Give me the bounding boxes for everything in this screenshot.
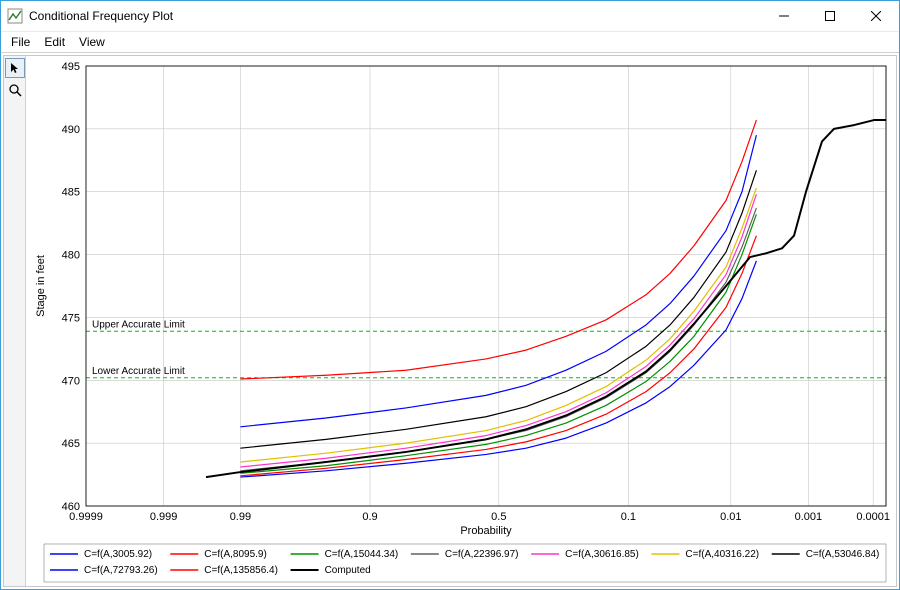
svg-text:465: 465 — [62, 438, 80, 450]
svg-text:480: 480 — [62, 250, 80, 262]
pointer-tool[interactable] — [5, 58, 25, 78]
svg-text:C=f(A,53046.84): C=f(A,53046.84) — [806, 549, 880, 560]
window-title: Conditional Frequency Plot — [29, 9, 761, 23]
maximize-button[interactable] — [807, 1, 853, 31]
close-button[interactable] — [853, 1, 899, 31]
svg-text:C=f(A,3005.92): C=f(A,3005.92) — [84, 549, 152, 560]
svg-text:0.999: 0.999 — [150, 511, 178, 523]
app-window: Conditional Frequency Plot File Edit Vie… — [0, 0, 900, 590]
window-buttons — [761, 1, 899, 31]
tool-strip — [4, 56, 26, 586]
svg-text:490: 490 — [62, 124, 80, 136]
svg-text:470: 470 — [62, 375, 80, 387]
content-area: 4604654704754804854904950.99990.9990.990… — [3, 55, 897, 587]
svg-text:Probability: Probability — [460, 525, 512, 537]
svg-text:C=f(A,15044.34): C=f(A,15044.34) — [325, 549, 399, 560]
svg-text:0.9999: 0.9999 — [69, 511, 103, 523]
zoom-tool[interactable] — [5, 80, 25, 100]
minimize-button[interactable] — [761, 1, 807, 31]
menu-edit[interactable]: Edit — [38, 33, 71, 51]
svg-text:Lower Accurate Limit: Lower Accurate Limit — [92, 366, 185, 377]
menubar: File Edit View — [1, 32, 899, 53]
svg-text:0.1: 0.1 — [621, 511, 636, 523]
menu-view[interactable]: View — [73, 33, 111, 51]
app-icon — [7, 8, 23, 24]
titlebar: Conditional Frequency Plot — [1, 1, 899, 32]
svg-text:C=f(A,135856.4): C=f(A,135856.4) — [204, 565, 278, 576]
svg-text:475: 475 — [62, 312, 80, 324]
svg-text:C=f(A,30616.85): C=f(A,30616.85) — [565, 549, 639, 560]
svg-text:495: 495 — [62, 61, 80, 73]
svg-text:0.5: 0.5 — [491, 511, 506, 523]
svg-text:485: 485 — [62, 187, 80, 199]
svg-text:0.99: 0.99 — [230, 511, 251, 523]
svg-text:C=f(A,8095.9): C=f(A,8095.9) — [204, 549, 267, 560]
menu-file[interactable]: File — [5, 33, 36, 51]
svg-text:C=f(A,22396.97): C=f(A,22396.97) — [445, 549, 519, 560]
plot-area[interactable]: 4604654704754804854904950.99990.9990.990… — [26, 56, 896, 586]
svg-text:Upper Accurate Limit: Upper Accurate Limit — [92, 319, 185, 330]
svg-text:0.001: 0.001 — [795, 511, 823, 523]
svg-text:Computed: Computed — [325, 565, 371, 576]
svg-text:C=f(A,72793.26): C=f(A,72793.26) — [84, 565, 158, 576]
svg-text:Stage in feet: Stage in feet — [35, 255, 47, 317]
frequency-plot: 4604654704754804854904950.99990.9990.990… — [26, 56, 896, 588]
svg-text:0.0001: 0.0001 — [856, 511, 890, 523]
svg-text:0.01: 0.01 — [720, 511, 741, 523]
svg-text:C=f(A,40316.22): C=f(A,40316.22) — [685, 549, 759, 560]
svg-text:0.9: 0.9 — [362, 511, 377, 523]
